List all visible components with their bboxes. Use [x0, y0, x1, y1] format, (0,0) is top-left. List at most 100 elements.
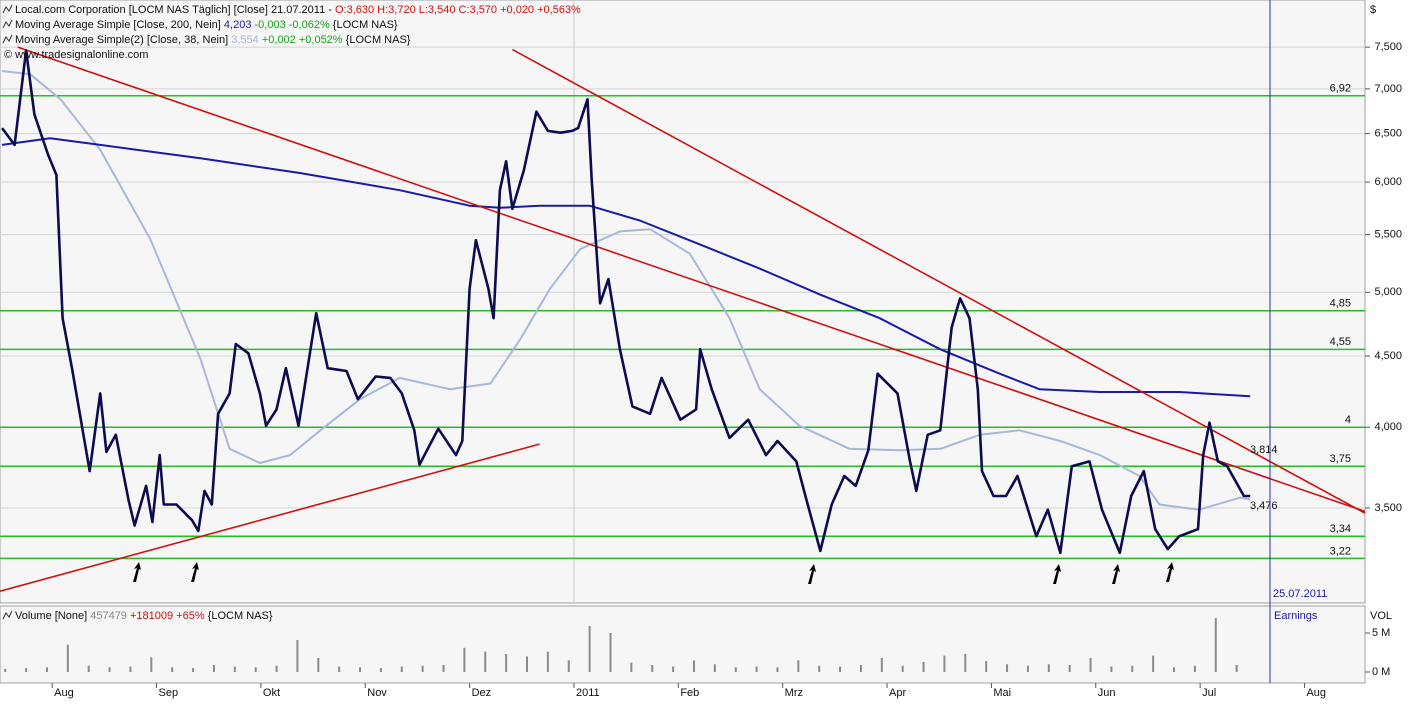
volume-bar	[359, 667, 362, 672]
volume-bar	[1068, 664, 1071, 672]
series-line	[1, 70, 1251, 511]
volume-bar	[901, 665, 904, 672]
y-tick-label: 5,500	[1374, 229, 1402, 241]
trendline	[0, 443, 540, 592]
x-tick-label: Mai	[993, 687, 1011, 699]
arrow	[808, 564, 816, 584]
volume-bar	[922, 661, 925, 672]
legend-ma38: Moving Average Simple(2) [Close, 38, Nei…	[15, 34, 411, 46]
volume-bar	[672, 666, 675, 672]
volume-bar	[964, 654, 967, 672]
source: {LOCM NAS}	[208, 610, 273, 622]
volume-bar	[567, 660, 570, 672]
x-tick-label: Sep	[159, 687, 179, 699]
volume-bar	[45, 667, 48, 672]
volume-bar	[1089, 657, 1092, 672]
volume-axis-label: VOL	[1370, 610, 1392, 622]
x-tick-label: Apr	[889, 687, 906, 699]
arrow	[1112, 564, 1120, 584]
volume-bar	[442, 664, 445, 672]
volume-bar	[1006, 664, 1009, 672]
volume-bar	[87, 665, 90, 672]
volume-bar	[379, 668, 382, 672]
volume-bar	[818, 665, 821, 672]
level-label: 3,75	[1330, 453, 1351, 465]
source: {LOCM NAS}	[346, 34, 411, 46]
x-tick-label: Aug	[54, 687, 74, 699]
volume-bar	[1110, 666, 1113, 672]
last-value: 3,554	[231, 34, 259, 46]
event-date: 25.07.2011	[1273, 588, 1327, 600]
volume-bar	[400, 666, 403, 672]
legend-price: Local.com Corporation [LOCM NAS Täglich]…	[15, 4, 581, 16]
volume-bar	[546, 651, 549, 672]
level-label: 4,85	[1330, 298, 1351, 310]
header: Local.com Corporation [LOCM NAS Täglich]…	[2, 4, 1392, 622]
x-tick-label: Nov	[367, 687, 387, 699]
change: -0,003 -0,062%	[255, 19, 330, 31]
volume-bar	[943, 655, 946, 672]
volume-bar	[192, 668, 195, 672]
volume-bar	[1152, 655, 1155, 672]
arrow	[133, 562, 141, 582]
series-name: Local.com Corporation [LOCM NAS Täglich]…	[15, 4, 332, 16]
volume-bar	[212, 664, 215, 672]
last-value: 4,203	[224, 19, 252, 31]
volume-bar	[797, 660, 800, 672]
line-value-label: 3,814	[1250, 444, 1278, 456]
volume-bar	[338, 666, 341, 672]
x-tick-label: Aug	[1306, 687, 1326, 699]
source: {LOCM NAS}	[333, 19, 398, 31]
volume-bar	[713, 664, 716, 672]
volume-bar	[150, 657, 153, 672]
icon	[2, 19, 13, 29]
volume-bar	[1026, 665, 1029, 672]
volume-bar	[734, 667, 737, 672]
volume-bar	[1131, 665, 1134, 672]
series-name: Moving Average Simple(2) [Close, 38, Nei…	[15, 34, 228, 46]
x-tick-label: 2011	[576, 687, 600, 699]
volume-bar	[4, 668, 7, 672]
y-tick-label: 5,000	[1374, 286, 1402, 298]
volume-bar	[25, 668, 28, 672]
volume-bar	[171, 667, 174, 672]
volume-bar	[588, 625, 591, 672]
volume-bar	[880, 657, 883, 672]
volume-bar	[254, 667, 257, 672]
change: +0,002 +0,052%	[262, 34, 343, 46]
volume-bar	[630, 662, 633, 672]
volume-bar	[317, 657, 320, 672]
volume-bar	[609, 632, 612, 672]
x-tick-label: Jul	[1202, 687, 1216, 699]
y-tick-label: 4,500	[1374, 350, 1402, 362]
volume-bar	[692, 660, 695, 672]
volume-bar	[505, 654, 508, 672]
quote: O:3,630 H:3,720 L:3,540 C:3,570 +0,020 +…	[335, 4, 581, 16]
volume-bar	[1047, 664, 1050, 672]
volume-bar	[651, 664, 654, 672]
x-tick-label: Feb	[680, 687, 699, 699]
volume-bar	[985, 661, 988, 672]
series-line	[1, 49, 1251, 555]
level-label: 3,34	[1330, 523, 1351, 535]
line-value-label: 3,476	[1250, 500, 1278, 512]
volume-bar	[1193, 665, 1196, 672]
x-tick-label: Jun	[1098, 687, 1116, 699]
icon	[2, 610, 13, 620]
legend-volume: Volume [None] 457479 +181009 +65% {LOCM …	[15, 610, 273, 622]
arrow	[191, 562, 199, 582]
volume-bar	[463, 647, 466, 672]
y-tick-label: 6,000	[1374, 176, 1402, 188]
unit: $	[1370, 4, 1376, 16]
series-name: Moving Average Simple [Close, 200, Nein]	[15, 19, 221, 31]
level-label: 4	[1345, 414, 1351, 426]
y-tick-label: 6,500	[1374, 128, 1402, 140]
icon	[2, 34, 13, 44]
volume-bar	[776, 667, 779, 672]
legend-ma200: Moving Average Simple [Close, 200, Nein]…	[15, 19, 398, 31]
volume-bar	[421, 665, 424, 672]
x-tick-label: Mrz	[785, 687, 803, 699]
y-tick-label: 5 M	[1372, 627, 1390, 639]
volume-bar	[526, 656, 529, 672]
